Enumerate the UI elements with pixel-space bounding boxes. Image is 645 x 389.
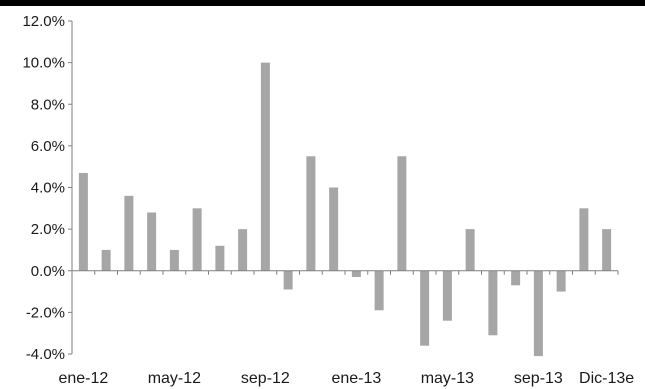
y-tick-label: -2.0% (26, 304, 65, 321)
x-tick-label: sep-13 (514, 370, 563, 387)
bar-may-12 (169, 249, 179, 271)
x-tick-label: may-13 (421, 370, 474, 387)
bar-Dic-13e (602, 229, 612, 271)
bar-abr-12 (147, 212, 157, 271)
bar-mar-13 (397, 156, 407, 271)
bar-feb-13 (374, 270, 384, 311)
bars (78, 62, 612, 357)
x-axis: ene-12 may-12 sep-12 ene-13 may-13 sep-13 Dic-… (58, 270, 634, 387)
bar-nov-13 (579, 208, 589, 271)
bar-ene-12 (78, 172, 88, 271)
bar-feb-12 (101, 249, 111, 271)
x-tick-label: Dic-13e (579, 370, 634, 387)
bar-ago-12 (238, 229, 248, 271)
bar-mar-12 (124, 195, 134, 271)
bar-abr-13 (420, 270, 430, 346)
y-tick-label: -4.0% (26, 346, 65, 363)
bar-jul-12 (215, 245, 225, 271)
x-tick-label: ene-13 (331, 370, 381, 387)
x-tick-label: sep-12 (241, 370, 290, 387)
bar-oct-13 (556, 270, 566, 292)
bar-jul-13 (488, 270, 498, 336)
y-tick-label: 6.0% (31, 138, 65, 155)
y-tick-label: 8.0% (31, 96, 65, 113)
y-tick-label: 0.0% (31, 263, 65, 280)
bar-jun-13 (465, 229, 475, 271)
x-tick-label: may-12 (148, 370, 201, 387)
y-tick-label: 4.0% (31, 180, 65, 197)
bar-ene-13 (351, 270, 361, 277)
bar-jun-12 (192, 208, 202, 271)
bar-ago-13 (511, 270, 521, 286)
bar-sep-12 (260, 62, 270, 271)
bar-may-13 (442, 270, 452, 321)
y-tick-label: 2.0% (31, 221, 65, 238)
top-border (0, 0, 645, 6)
bar-nov-12 (306, 156, 316, 271)
bar-sep-13 (533, 270, 543, 357)
x-tick-label: ene-12 (58, 370, 108, 387)
bar-dic-12 (329, 187, 339, 271)
y-tick-label: 10.0% (22, 55, 65, 72)
bar-oct-12 (283, 270, 293, 290)
y-tick-label: 12.0% (22, 13, 65, 30)
y-axis: 12.0% 10.0% 8.0% 6.0% 4.0% 2.0% 0.0% -2.0% -4.0% (22, 13, 73, 363)
